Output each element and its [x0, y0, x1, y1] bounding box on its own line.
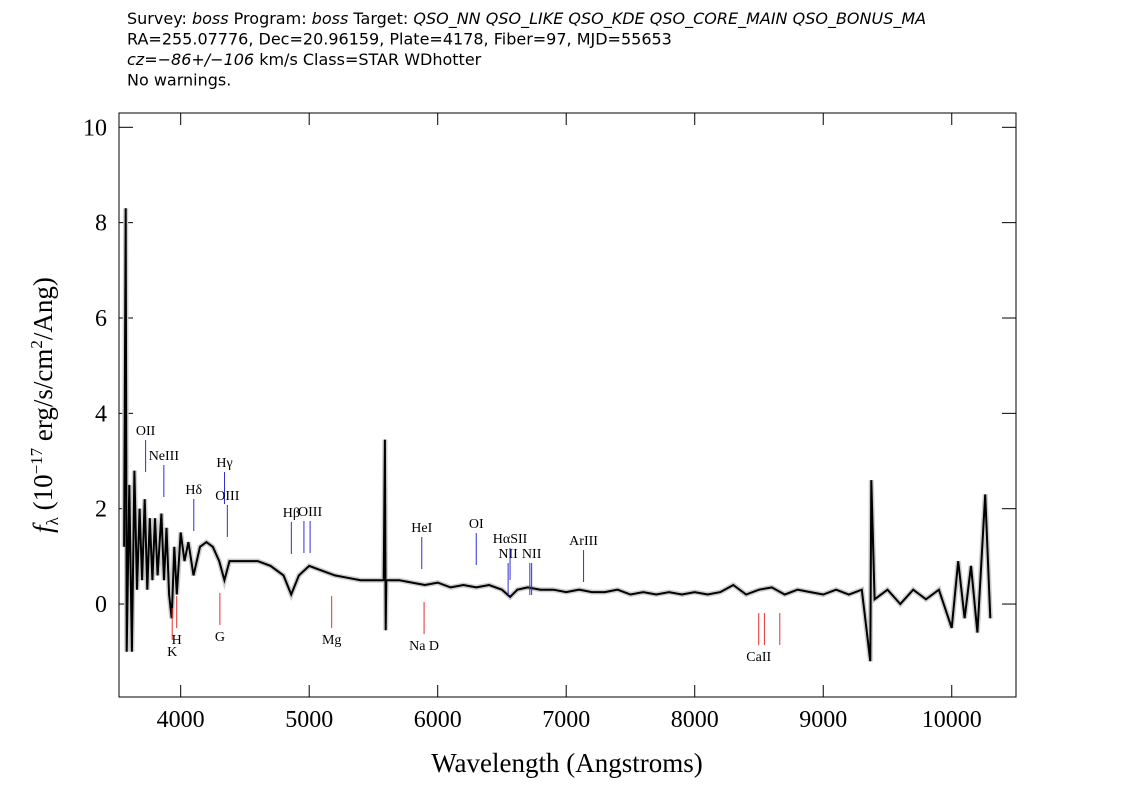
emission-label: Hδ — [185, 483, 202, 498]
y-label-text: erg/s/cm — [28, 349, 58, 448]
y-label-text: 2 — [27, 340, 46, 349]
y-tick-label: 0 — [95, 592, 107, 618]
emission-label: Hβ — [283, 506, 300, 521]
absorption-label: Mg — [322, 633, 341, 648]
emission-label: OIII — [298, 505, 322, 520]
y-label-text: −17 — [27, 447, 46, 474]
header-text: QSO_NN QSO_LIKE QSO_KDE QSO_CORE_MAIN QS… — [413, 9, 926, 29]
y-label-text: (10 — [28, 474, 58, 517]
absorption-label: H — [172, 633, 182, 648]
emission-label: NII — [522, 547, 542, 562]
plot-frame — [118, 112, 1017, 698]
header-text: Survey: — [127, 9, 192, 28]
absorption-label: G — [215, 630, 225, 645]
y-tick-label: 8 — [95, 211, 107, 237]
absorption-label: K — [167, 645, 177, 660]
y-label-text: λ — [43, 516, 62, 525]
x-tick-label: 6000 — [414, 707, 462, 733]
emission-label: OIII — [215, 489, 239, 504]
y-tick-label: 6 — [95, 306, 107, 332]
absorption-label: Na D — [409, 639, 439, 654]
header-line: RA=255.07776, Dec=20.96159, Plate=4178, … — [127, 30, 672, 49]
emission-label: OII — [136, 424, 156, 439]
emission-label: NII — [498, 547, 518, 562]
header-text: RA=255.07776, Dec=20.96159, Plate=4178, … — [127, 30, 672, 49]
header-text: km/s Class=STAR WDhotter — [254, 50, 482, 69]
header-line: cz=−86+/−106 km/s Class=STAR WDhotter — [127, 50, 482, 69]
x-axis-label: Wavelength (Angstroms) — [431, 748, 703, 778]
emission-label: Hγ — [216, 456, 232, 471]
emission-label: HαSII — [493, 532, 528, 547]
emission-label: HeI — [411, 521, 432, 536]
spectrum-error — [121, 208, 993, 662]
header-text: boss — [312, 9, 349, 28]
x-tick-label: 9000 — [799, 707, 847, 733]
y-label-text: /Ang) — [28, 277, 58, 340]
header-text: cz=−86+/−106 — [127, 50, 254, 69]
x-tick-label: 8000 — [671, 707, 719, 733]
x-tick-label: 5000 — [285, 707, 333, 733]
x-tick-label: 10000 — [922, 707, 982, 733]
header-text: boss — [192, 9, 229, 28]
header-text: No warnings. — [127, 71, 231, 90]
x-tick-label: 7000 — [542, 707, 590, 733]
y-axis-label: fλ (10−17 erg/s/cm2/Ang) — [27, 277, 62, 533]
spectrum-line — [123, 208, 992, 662]
y-tick-label: 2 — [95, 497, 107, 523]
emission-label: OI — [469, 517, 484, 532]
header-text: Program: — [229, 9, 312, 28]
absorption-label: CaII — [746, 650, 771, 665]
y-tick-label: 10 — [83, 115, 107, 141]
y-label-text: f — [28, 522, 58, 533]
x-tick-label: 4000 — [157, 707, 205, 733]
header-text: Target: — [348, 9, 413, 28]
header-line: Survey: boss Program: boss Target: QSO_N… — [127, 9, 926, 29]
emission-label: ArIII — [569, 534, 598, 549]
header-line: No warnings. — [127, 71, 231, 90]
emission-label: NeIII — [149, 449, 180, 464]
y-tick-label: 4 — [95, 401, 107, 427]
